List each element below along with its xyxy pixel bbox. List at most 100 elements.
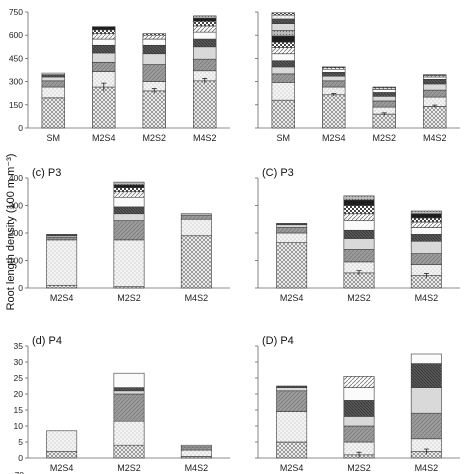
bar-segment — [142, 53, 166, 65]
bar-segment — [372, 89, 396, 93]
y-tick-label: 25 — [14, 373, 24, 383]
y-tick-label: 35 — [14, 341, 24, 351]
bar-segment — [271, 66, 295, 75]
y-tick-label: 0 — [18, 453, 23, 463]
x-category-label: M4S2 — [185, 293, 209, 303]
bar-segment — [276, 385, 308, 388]
bar-segment — [423, 89, 447, 98]
bar-segment — [180, 235, 212, 289]
bar-segment — [113, 191, 145, 198]
bar-segment — [193, 38, 217, 48]
bar-segment — [193, 80, 217, 129]
x-category-label: M2S2 — [117, 463, 141, 473]
bar-segment — [271, 82, 295, 101]
bar-segment — [46, 430, 78, 452]
bar-segment — [410, 221, 442, 228]
bar-segment — [142, 90, 166, 129]
bar-segment — [322, 94, 346, 129]
bar-segment — [343, 387, 375, 401]
bar-segment — [343, 376, 375, 388]
panel-label: (C) P3 — [262, 167, 294, 179]
bar-segment — [142, 33, 166, 36]
bar-segment — [410, 253, 442, 265]
bar-segment — [343, 416, 375, 427]
bar-segment — [46, 284, 78, 289]
bar-segment — [46, 236, 78, 241]
x-category-label: M2S2 — [142, 133, 166, 143]
y-tick-label: 20 — [14, 389, 24, 399]
bar-segment — [343, 249, 375, 263]
x-category-label: M2S4 — [50, 293, 74, 303]
bar-segment — [271, 99, 295, 129]
bar-segment — [271, 23, 295, 31]
bar-segment — [180, 446, 212, 451]
bar-segment — [46, 234, 78, 237]
bar-segment — [276, 242, 308, 289]
bar-segment — [92, 26, 116, 31]
bar-segment — [343, 213, 375, 221]
bar-segment — [142, 64, 166, 82]
bar-segment — [113, 372, 145, 388]
bar-segment — [113, 444, 145, 459]
bar-segment — [276, 224, 308, 228]
bar-segment — [423, 78, 447, 85]
bar-segment — [276, 227, 308, 234]
bar-segment — [343, 272, 375, 289]
bar-segment — [271, 53, 295, 62]
bar-segment — [410, 387, 442, 414]
bar-segment — [113, 420, 145, 446]
bar-segment — [271, 12, 295, 16]
bar-segment — [343, 425, 375, 443]
bar-segment — [276, 441, 308, 459]
bar-segment — [41, 72, 65, 75]
bar-segment — [372, 86, 396, 89]
bar-segment — [193, 20, 217, 27]
bar-segment — [41, 97, 65, 129]
bar-segment — [113, 390, 145, 395]
bar-segment — [193, 15, 217, 19]
panel-c: 0 100 200 300 400 (c) P3 M2S4 M2S2 M4S2 — [9, 167, 230, 303]
bar-segment — [410, 217, 442, 223]
bar-segment — [372, 113, 396, 129]
bar-segment — [343, 220, 375, 231]
bar-segment — [113, 387, 145, 392]
bar-segment — [271, 35, 295, 43]
y-tick-label: 400 — [9, 173, 23, 183]
y-tick-label: 0 — [18, 123, 23, 133]
bar-segment — [276, 411, 308, 443]
bar-segment — [423, 74, 447, 76]
bar-segment — [322, 68, 346, 73]
bar-segment — [41, 80, 65, 88]
extra-tick-label: 70 — [15, 470, 25, 474]
x-category-label: M2S2 — [347, 293, 371, 303]
y-tick-label: 15 — [14, 405, 24, 415]
bar-segment — [271, 30, 295, 37]
bar-segment — [193, 17, 217, 22]
x-category-label: SM — [277, 133, 291, 143]
bar-segment — [343, 229, 375, 239]
bar-segment — [113, 213, 145, 221]
bar-segment — [92, 33, 116, 40]
bar-segment — [322, 75, 346, 82]
y-tick-label: 100 — [9, 256, 23, 266]
y-tick-label: 5 — [18, 437, 23, 447]
y-tick-label: 300 — [9, 77, 23, 87]
y-tick-label: 300 — [9, 201, 23, 211]
bar-segment — [46, 451, 78, 459]
x-category-label: M4S2 — [415, 463, 439, 473]
bar-segment — [142, 44, 166, 55]
bar-segment — [372, 95, 396, 102]
bar-segment — [271, 18, 295, 24]
bar-segment — [41, 86, 65, 99]
bar-segment — [410, 412, 442, 440]
bar-segment — [193, 25, 217, 33]
bar-segment — [271, 60, 295, 68]
bar-segment — [180, 444, 212, 448]
bar-segment — [271, 14, 295, 20]
panel-label: (d) P4 — [32, 335, 62, 347]
x-category-label: M2S4 — [280, 463, 304, 473]
panel-a: 0 150 300 450 600 750 SM M2S4 M2S2 M4S2 — [9, 7, 230, 143]
x-category-label: M2S4 — [92, 133, 116, 143]
bar-segment — [92, 38, 116, 46]
